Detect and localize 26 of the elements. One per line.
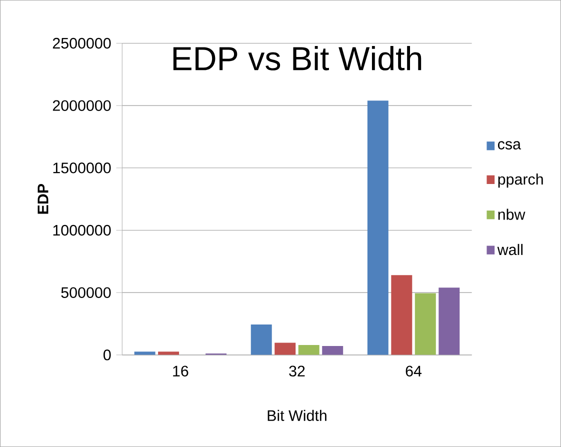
y-axis-title: EDP — [38, 184, 48, 214]
bar — [298, 344, 320, 355]
bar — [438, 288, 460, 355]
y-tick-label: 1500000 — [53, 162, 111, 174]
bar — [414, 293, 436, 355]
bar — [367, 100, 388, 355]
x-tick-label: 16 — [173, 366, 188, 376]
bar — [322, 346, 344, 355]
y-tick-label: 500000 — [61, 287, 111, 298]
y-tick-label: 1000000 — [53, 224, 111, 236]
bar — [250, 324, 272, 355]
y-tick-label: 2000000 — [52, 100, 111, 111]
legend-label: nbw — [498, 208, 526, 220]
x-tick-label: 32 — [289, 366, 305, 376]
bar — [134, 352, 156, 355]
legend-label: csa — [498, 141, 522, 150]
y-tick-label: 0 — [104, 350, 111, 360]
legend-label: pparch — [498, 173, 543, 188]
bar — [274, 342, 296, 355]
y-tick-label: 2500000 — [52, 38, 111, 49]
legend-label: wall — [497, 244, 523, 256]
chart-title: EDP vs Bit Width — [173, 46, 422, 70]
bar — [391, 275, 412, 355]
x-tick-label: 64 — [406, 366, 422, 376]
bar — [158, 352, 180, 355]
x-axis-title: Bit Width — [268, 410, 326, 421]
